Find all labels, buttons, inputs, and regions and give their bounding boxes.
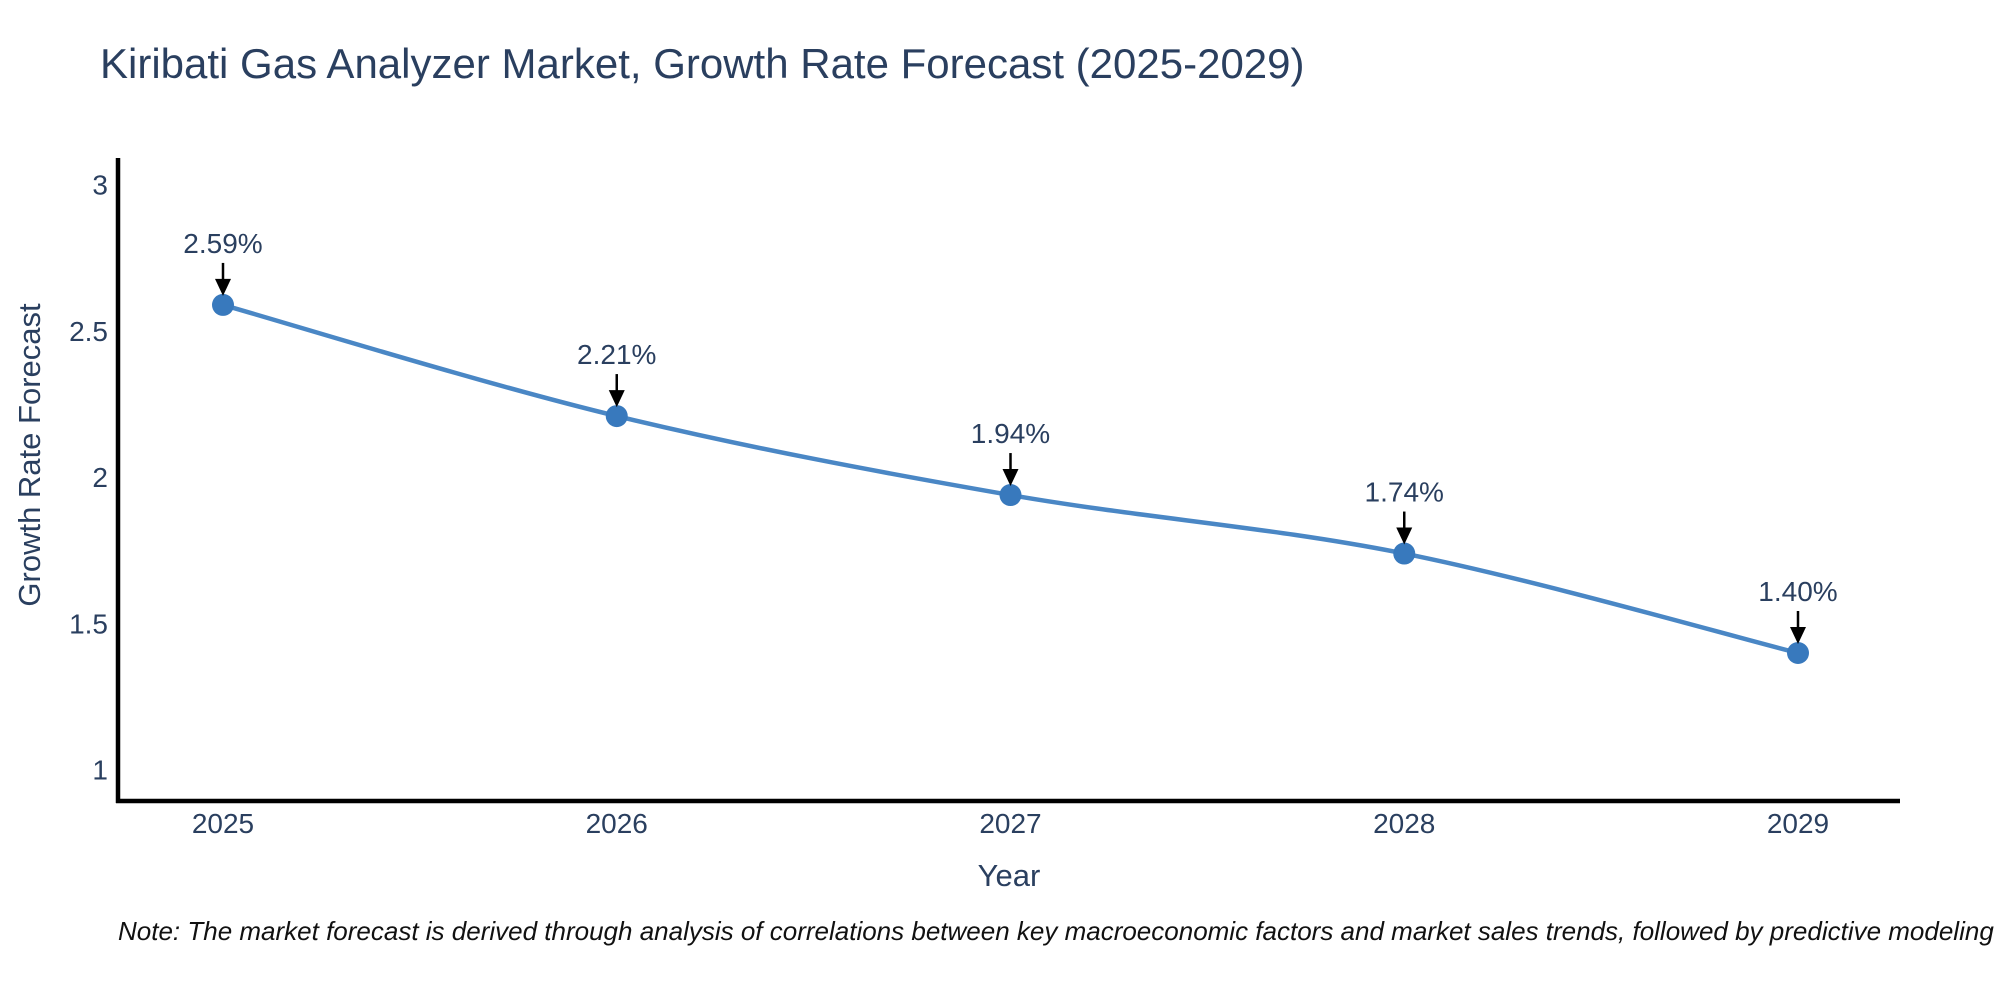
data-point-marker (999, 484, 1022, 507)
y-tick-label: 3 (92, 170, 108, 201)
point-annotation-label: 1.74% (1365, 477, 1444, 508)
x-tick-label: 2029 (1767, 808, 1829, 839)
data-point-marker (1787, 642, 1809, 664)
point-annotation-label: 1.94% (971, 418, 1050, 449)
point-annotation-label: 2.59% (183, 228, 262, 259)
x-tick-label: 2028 (1373, 808, 1435, 839)
y-tick-label: 1.5 (69, 608, 108, 639)
annotation-arrow-head (608, 390, 625, 408)
data-point-marker (212, 293, 234, 316)
data-point-marker (1393, 542, 1416, 565)
annotation-arrow-head (215, 278, 231, 296)
annotation-arrow-head (1396, 527, 1413, 545)
chart-title: Kiribati Gas Analyzer Market, Growth Rat… (100, 40, 1305, 87)
annotation-arrow-head (1790, 627, 1806, 644)
x-axis-title: Year (977, 858, 1041, 893)
y-tick-label: 2.5 (69, 316, 108, 347)
data-point-marker (605, 405, 628, 428)
y-axis-title: Growth Rate Forecast (12, 303, 47, 607)
x-tick-label: 2025 (192, 808, 254, 839)
x-tick-label: 2026 (586, 808, 648, 839)
x-tick-label: 2027 (979, 808, 1041, 839)
y-tick-label: 1 (92, 755, 108, 786)
point-annotation-label: 1.40% (1758, 576, 1837, 607)
y-tick-label: 2 (92, 462, 108, 493)
point-annotation-label: 2.21% (577, 339, 656, 370)
annotation-arrow-head (1002, 469, 1019, 487)
footnote: Note: The market forecast is derived thr… (118, 916, 2000, 946)
